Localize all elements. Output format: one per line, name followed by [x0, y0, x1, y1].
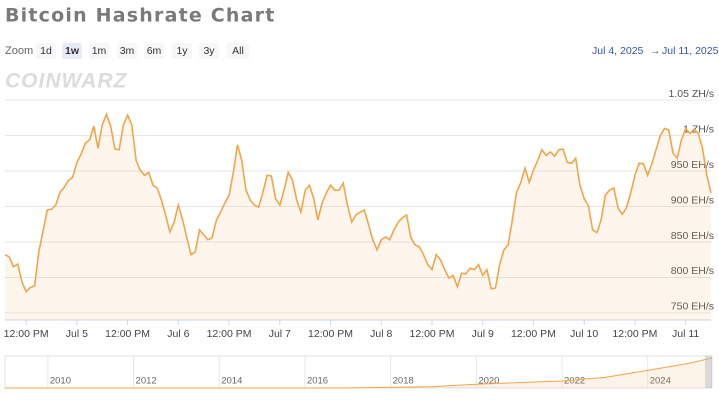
zoom-button[interactable]	[144, 43, 164, 59]
x-tick-label: Jul 10	[570, 328, 598, 340]
navigator-tick-label: 2020	[478, 376, 499, 387]
zoom-label: Zoom	[5, 45, 33, 57]
x-tick-label: Jul 5	[66, 328, 88, 340]
zoom-button-label[interactable]: 3y	[203, 45, 215, 57]
navigator-line	[5, 357, 713, 389]
navigator-frame	[4, 355, 713, 389]
y-tick-label: 900 EH/s	[671, 194, 714, 206]
x-tick-label: Jul 8	[370, 328, 392, 340]
zoom-button-label[interactable]: 1w	[65, 45, 80, 57]
y-tick-label: 950 EH/s	[671, 159, 714, 171]
x-tick-label: 12:00 PM	[612, 328, 657, 340]
x-tick-label: 12:00 PM	[105, 328, 150, 340]
y-tick-label: 850 EH/s	[671, 230, 714, 242]
date-from[interactable]: Jul 4, 2025	[592, 45, 644, 57]
navigator-area	[5, 357, 712, 388]
navigator-tick-label: 2022	[564, 376, 585, 387]
zoom-button-label[interactable]: 1m	[92, 45, 107, 57]
navigator-tick-label: 2010	[50, 376, 71, 387]
y-tick-label: 750 EH/s	[671, 301, 714, 313]
zoom-button[interactable]	[199, 43, 219, 59]
zoom-button[interactable]	[89, 43, 109, 59]
navigator-tick-label: 2014	[221, 376, 242, 387]
zoom-button-label[interactable]: 1d	[40, 45, 52, 57]
line	[4, 112, 712, 293]
zoom-button[interactable]	[36, 43, 56, 59]
x-tick-label: 12:00 PM	[207, 328, 252, 340]
zoom-button-label[interactable]: 1y	[176, 45, 188, 57]
x-tick-label: Jul 7	[269, 328, 291, 340]
navigator-tick-label: 2024	[650, 376, 671, 387]
x-tick-label: Jul 6	[167, 328, 189, 340]
navigator-window[interactable]	[705, 356, 712, 388]
zoom-button-label[interactable]: All	[232, 45, 244, 57]
zoom-button-label[interactable]: 3m	[120, 45, 135, 57]
y-tick-label: 1.05 ZH/s	[668, 88, 714, 100]
area-fill	[5, 114, 711, 320]
x-tick-label: 12:00 PM	[308, 328, 353, 340]
chart-title: Bitcoin Hashrate Chart	[5, 5, 276, 27]
y-tick-label: 800 EH/s	[671, 265, 714, 277]
navigator: 2010 2012 2014 2016 2018 2020 2022 2024	[4, 355, 713, 389]
zoom-button[interactable]	[172, 43, 192, 59]
zoom-button[interactable]	[117, 43, 137, 59]
date-arrow: →	[650, 45, 661, 57]
x-tick-label: Jul 9	[472, 328, 494, 340]
watermark: COINWARZ	[5, 70, 127, 93]
date-to[interactable]: Jul 11, 2025	[662, 45, 719, 57]
x-tick-label: 12:00 PM	[4, 328, 49, 340]
zoom-button[interactable]	[227, 43, 249, 59]
navigator-tick-label: 2016	[307, 376, 328, 387]
navigator-tick-label: 2012	[136, 376, 157, 387]
zoom-button-label[interactable]: 6m	[147, 45, 162, 57]
x-tick-label: Jul 11	[672, 328, 699, 340]
x-tick-label: 12:00 PM	[410, 328, 455, 340]
x-tick-label: 12:00 PM	[511, 328, 556, 340]
navigator-tick-label: 2018	[393, 376, 414, 387]
zoom-button[interactable]	[62, 43, 82, 59]
